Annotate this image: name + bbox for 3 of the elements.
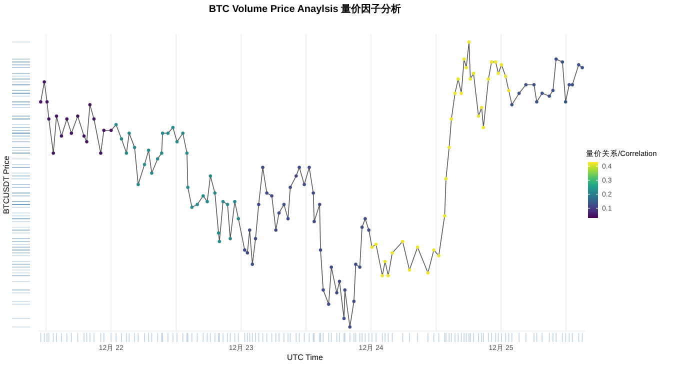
x-axis-title: UTC Time [287, 353, 324, 362]
y-axis-title: BTCUSDT Price [2, 155, 11, 214]
chart-title: BTC Volume Price Anaylsis 量价因子分析 [208, 3, 402, 15]
